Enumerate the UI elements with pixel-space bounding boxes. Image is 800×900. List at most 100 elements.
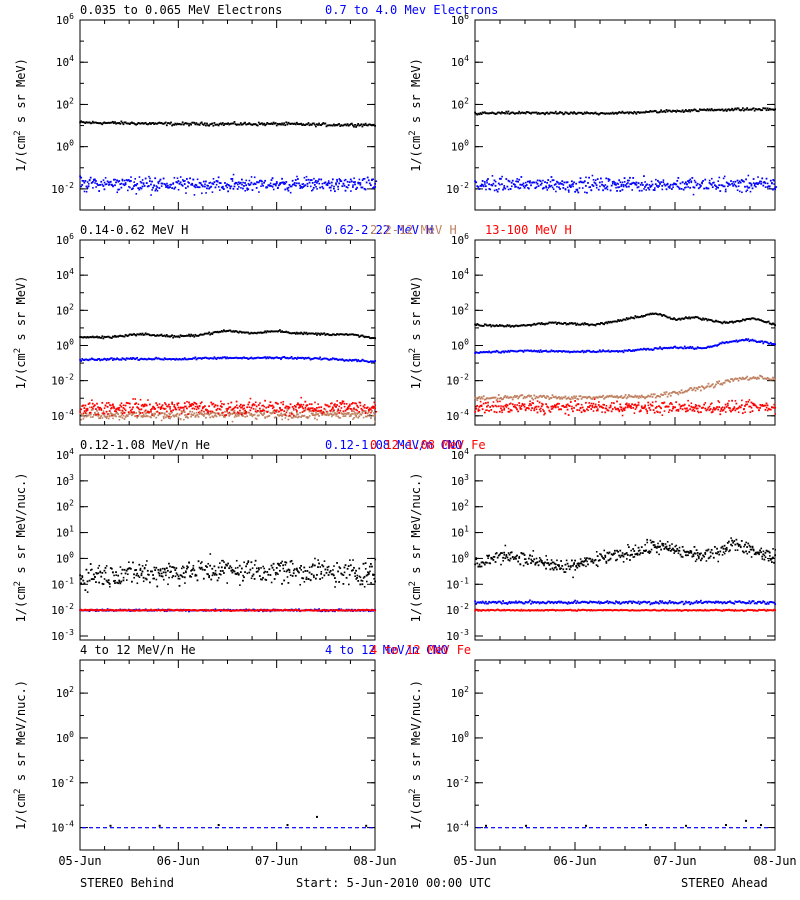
data-point <box>171 358 173 360</box>
data-point <box>257 331 260 334</box>
data-point <box>519 187 522 189</box>
data-point <box>120 580 123 583</box>
data-point <box>545 403 547 406</box>
data-point <box>292 415 295 418</box>
data-point <box>270 185 273 187</box>
data-point <box>483 411 486 414</box>
y-tick-label: 104 <box>56 267 74 282</box>
data-point <box>258 179 261 182</box>
series-1 <box>79 173 378 196</box>
data-point <box>477 408 480 410</box>
data-point <box>131 411 133 414</box>
data-point <box>108 358 111 361</box>
data-point <box>488 112 490 115</box>
data-point <box>624 403 627 406</box>
data-point <box>213 122 216 124</box>
data-point <box>171 576 174 579</box>
data-point <box>490 396 493 399</box>
data-point <box>308 332 311 335</box>
data-point <box>374 186 377 188</box>
data-point <box>330 408 333 411</box>
data-point <box>635 396 638 398</box>
data-point <box>487 351 489 354</box>
data-point <box>220 123 223 126</box>
data-point <box>586 397 588 400</box>
data-point <box>367 179 370 182</box>
data-point <box>495 411 498 414</box>
data-point <box>164 413 166 416</box>
data-point <box>165 358 168 361</box>
data-point <box>745 401 747 403</box>
data-point <box>178 358 181 360</box>
data-point <box>158 187 161 189</box>
data-point <box>715 109 717 112</box>
data-point <box>741 191 743 194</box>
data-point <box>583 111 586 114</box>
data-point <box>85 408 88 411</box>
data-point <box>518 404 521 407</box>
data-point <box>317 357 319 360</box>
y-tick-label: 100 <box>56 337 74 352</box>
data-point <box>765 177 768 180</box>
data-point <box>325 571 328 574</box>
data-point <box>645 408 647 411</box>
data-point <box>703 403 706 406</box>
data-point <box>687 389 689 392</box>
data-point <box>232 407 235 410</box>
data-point <box>168 576 170 579</box>
data-point <box>152 574 154 576</box>
data-point <box>331 406 334 409</box>
data-point <box>292 183 295 186</box>
data-point <box>690 387 693 389</box>
data-point <box>589 112 592 115</box>
data-point <box>188 561 190 564</box>
data-point <box>629 349 631 352</box>
data-point <box>611 111 614 114</box>
data-point <box>646 313 649 316</box>
data-point <box>240 331 243 334</box>
data-point <box>766 186 769 188</box>
data-point <box>651 183 654 186</box>
data-point <box>753 404 756 407</box>
data-point <box>696 110 699 113</box>
data-point <box>233 185 236 188</box>
y-tick-label: 100 <box>56 139 74 154</box>
data-point <box>155 356 158 359</box>
data-point <box>291 417 294 419</box>
data-point <box>721 322 724 325</box>
data-point <box>539 349 542 352</box>
data-point <box>529 403 531 405</box>
data-point <box>142 182 145 185</box>
data-point <box>328 405 331 408</box>
data-point <box>525 111 528 113</box>
data-point <box>603 112 606 115</box>
data-point <box>656 179 659 182</box>
data-point <box>682 318 685 320</box>
data-point <box>731 399 733 402</box>
data-point <box>280 123 282 126</box>
data-point <box>178 122 181 125</box>
data-point <box>748 399 751 401</box>
data-point <box>753 339 756 342</box>
data-point <box>168 412 170 415</box>
data-point <box>693 410 696 412</box>
data-point <box>98 184 101 186</box>
data-point <box>578 181 581 184</box>
data-point <box>487 112 489 115</box>
data-point <box>337 188 340 191</box>
data-point <box>212 124 215 127</box>
data-point <box>590 351 593 353</box>
data-point <box>583 410 586 413</box>
data-point <box>351 186 354 188</box>
data-point <box>257 121 260 124</box>
data-point <box>530 409 532 412</box>
data-point <box>663 314 666 317</box>
data-point <box>477 351 480 354</box>
data-point <box>290 122 293 125</box>
data-point <box>333 404 335 406</box>
data-point <box>301 124 304 126</box>
data-point <box>523 111 526 114</box>
data-point <box>351 412 353 415</box>
data-point <box>597 322 600 325</box>
data-point <box>505 178 508 180</box>
